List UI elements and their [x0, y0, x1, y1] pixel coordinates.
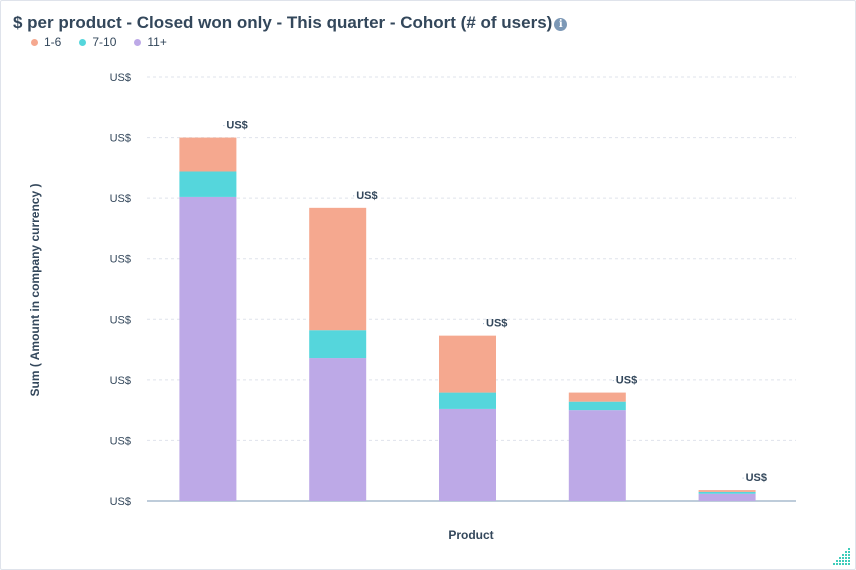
- y-tick-label: US$: [110, 254, 131, 266]
- bar-total-label: US$: [746, 472, 767, 484]
- chart-title: $ per product - Closed won only - This q…: [13, 13, 553, 32]
- bar-segment-1-6: [568, 392, 626, 402]
- bar-total-label: US$: [616, 375, 637, 387]
- legend-item-7-10[interactable]: 7-10: [79, 35, 116, 49]
- bar-segment-11-plus: [568, 410, 626, 501]
- bar-segment-1-6: [309, 207, 367, 331]
- bar-segment-11-plus: [179, 196, 237, 501]
- chart-legend: 1-6 7-10 11+: [31, 35, 167, 49]
- bar-segment-1-6: [439, 335, 496, 393]
- y-tick-label: US$: [110, 496, 131, 508]
- legend-dot-7-10: [79, 38, 87, 46]
- bar-segment-11-plus: [309, 358, 367, 501]
- bar-total-label: US$: [356, 190, 377, 202]
- bar-segment-7-10: [698, 491, 756, 494]
- y-tick-label: US$: [110, 72, 131, 84]
- bar-segment-11-plus: [439, 408, 496, 501]
- bar-segment-7-10: [568, 401, 626, 411]
- bar-total-label: US$: [486, 318, 507, 330]
- y-tick-label: US$: [110, 314, 131, 326]
- x-axis-title: Product: [448, 528, 493, 542]
- bar-segment-1-6: [698, 490, 756, 492]
- y-tick-label: US$: [110, 375, 131, 387]
- resize-handle-icon[interactable]: [833, 547, 851, 565]
- y-axis-title: Sum ( Amount in company currency ): [28, 184, 42, 397]
- legend-item-11-plus[interactable]: 11+: [134, 35, 167, 49]
- legend-label-11-plus: 11+: [147, 35, 167, 49]
- bar-segment-11-plus: [698, 493, 756, 501]
- bar-total-label: US$: [226, 120, 247, 132]
- y-tick-label: US$: [110, 435, 131, 447]
- y-tick-label: US$: [110, 193, 131, 205]
- y-tick-label: US$: [110, 133, 131, 145]
- info-icon[interactable]: i: [554, 17, 568, 31]
- chart-header: $ per product - Closed won only - This q…: [13, 13, 568, 33]
- bar-segment-7-10: [179, 171, 237, 197]
- legend-dot-1-6: [31, 38, 38, 46]
- bar-segment-7-10: [439, 392, 496, 409]
- legend-label-1-6: 1-6: [44, 35, 62, 49]
- bar-segment-1-6: [179, 137, 237, 172]
- bar-segment-7-10: [309, 330, 367, 359]
- legend-dot-11-plus: [134, 38, 142, 46]
- legend-item-1-6[interactable]: 1-6: [31, 35, 61, 49]
- legend-label-7-10: 7-10: [92, 35, 117, 49]
